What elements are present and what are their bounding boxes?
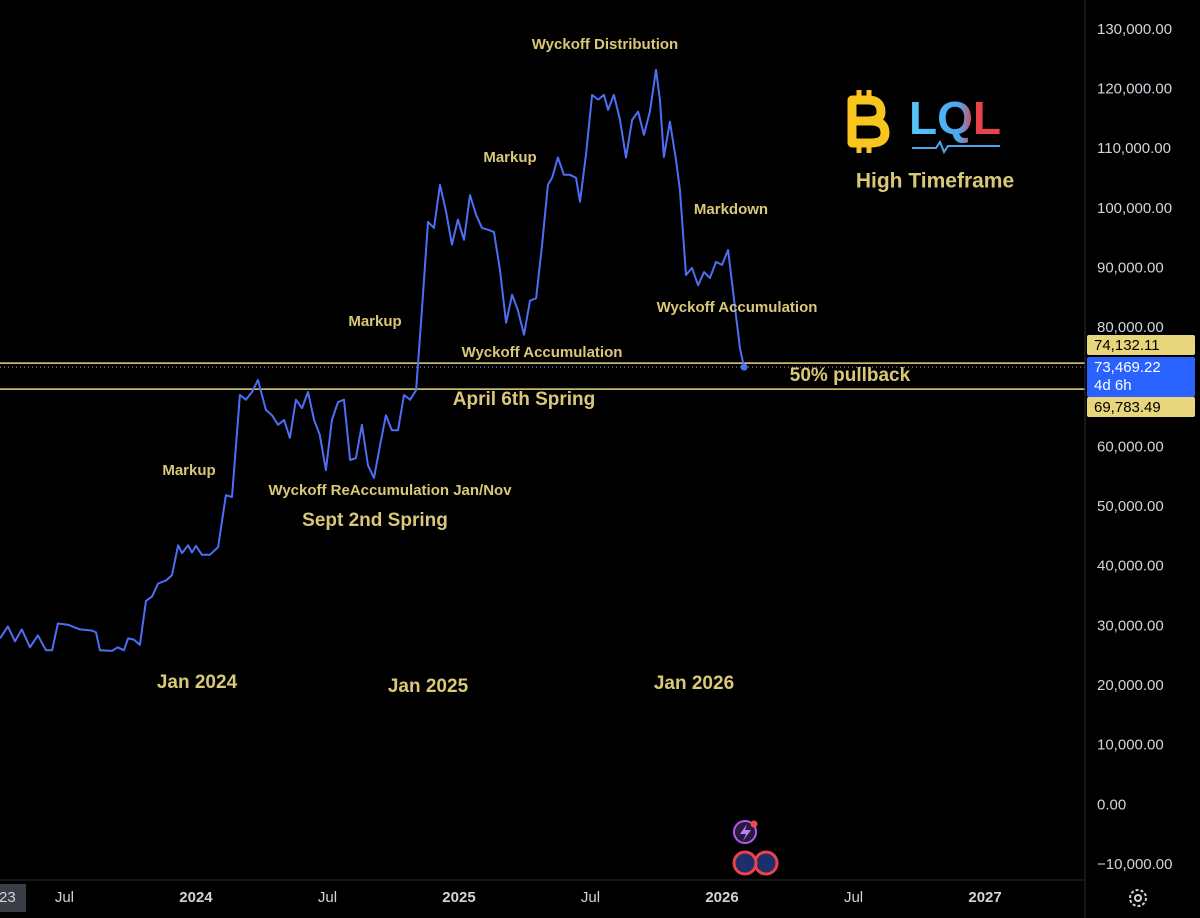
annotation: 50% pullback [790, 365, 911, 386]
x-tick-label: 2025 [442, 889, 475, 906]
settings-icon[interactable] [1129, 889, 1147, 907]
annotation: Wyckoff Accumulation [657, 299, 818, 316]
y-tick-label: 80,000.00 [1097, 319, 1164, 336]
x-tick-label: Jul [55, 889, 74, 906]
y-tick-label: −10,000.00 [1097, 856, 1173, 873]
last-point [740, 363, 748, 371]
annotation: Markup [483, 149, 536, 166]
x-tick-label: 23 [0, 889, 16, 906]
annotation: Jan 2025 [388, 676, 469, 697]
level-price-label: 74,132.11 [1094, 337, 1160, 354]
annotation: Markup [348, 313, 401, 330]
annotation: April 6th Spring [453, 389, 596, 410]
x-tick-label: Jul [318, 889, 337, 906]
price-line [0, 68, 746, 652]
annotation: Markup [162, 462, 215, 479]
event-icon-glyph [740, 824, 751, 841]
level-price-box [1087, 397, 1195, 417]
flag-icon[interactable] [732, 850, 758, 876]
annotation: Jan 2024 [157, 672, 238, 693]
annotation: Wyckoff ReAccumulation Jan/Nov [268, 482, 512, 499]
y-tick-label: 60,000.00 [1097, 438, 1164, 455]
y-tick-label: 90,000.00 [1097, 259, 1164, 276]
y-tick-label: 40,000.00 [1097, 558, 1164, 575]
x-tick-label: 2024 [179, 889, 213, 906]
x-crosshair-box [0, 884, 26, 912]
y-tick-label: 0.00 [1097, 796, 1126, 813]
x-tick-label: Jul [581, 889, 600, 906]
y-tick-label: 110,000.00 [1097, 140, 1171, 157]
x-tick-label: 2027 [968, 889, 1001, 906]
y-tick-label: 100,000.00 [1097, 200, 1172, 217]
annotation: Markdown [694, 201, 768, 218]
y-tick-label: 30,000.00 [1097, 617, 1164, 634]
x-tick-label: 2026 [705, 889, 738, 906]
flag-icon[interactable] [753, 850, 779, 876]
logo-pulse [912, 139, 1000, 155]
event-dot [750, 820, 758, 828]
level-price-label: 69,783.49 [1094, 399, 1161, 416]
y-tick-label: 50,000.00 [1097, 498, 1164, 515]
bitcoin-icon [847, 90, 890, 153]
annotation: Jan 2026 [654, 673, 734, 694]
annotation: Wyckoff Distribution [532, 36, 678, 53]
annotation: Wyckoff Accumulation [462, 344, 623, 361]
annotation: High Timeframe [856, 170, 1014, 193]
y-tick-label: 120,000.00 [1097, 80, 1172, 97]
y-tick-label: 10,000.00 [1097, 737, 1164, 754]
y-tick-label: 20,000.00 [1097, 677, 1164, 694]
logo: LQL [909, 92, 1001, 144]
annotation: Sept 2nd Spring [302, 510, 448, 531]
last-price-box [1087, 357, 1195, 397]
last-price-label: 73,469.22 [1094, 359, 1161, 376]
plot-area [0, 68, 1085, 652]
y-tick-label: 130,000.00 [1097, 21, 1172, 38]
x-tick-label: Jul [844, 889, 863, 906]
level-price-box [1087, 335, 1195, 355]
last-price-countdown: 4d 6h [1094, 377, 1132, 394]
